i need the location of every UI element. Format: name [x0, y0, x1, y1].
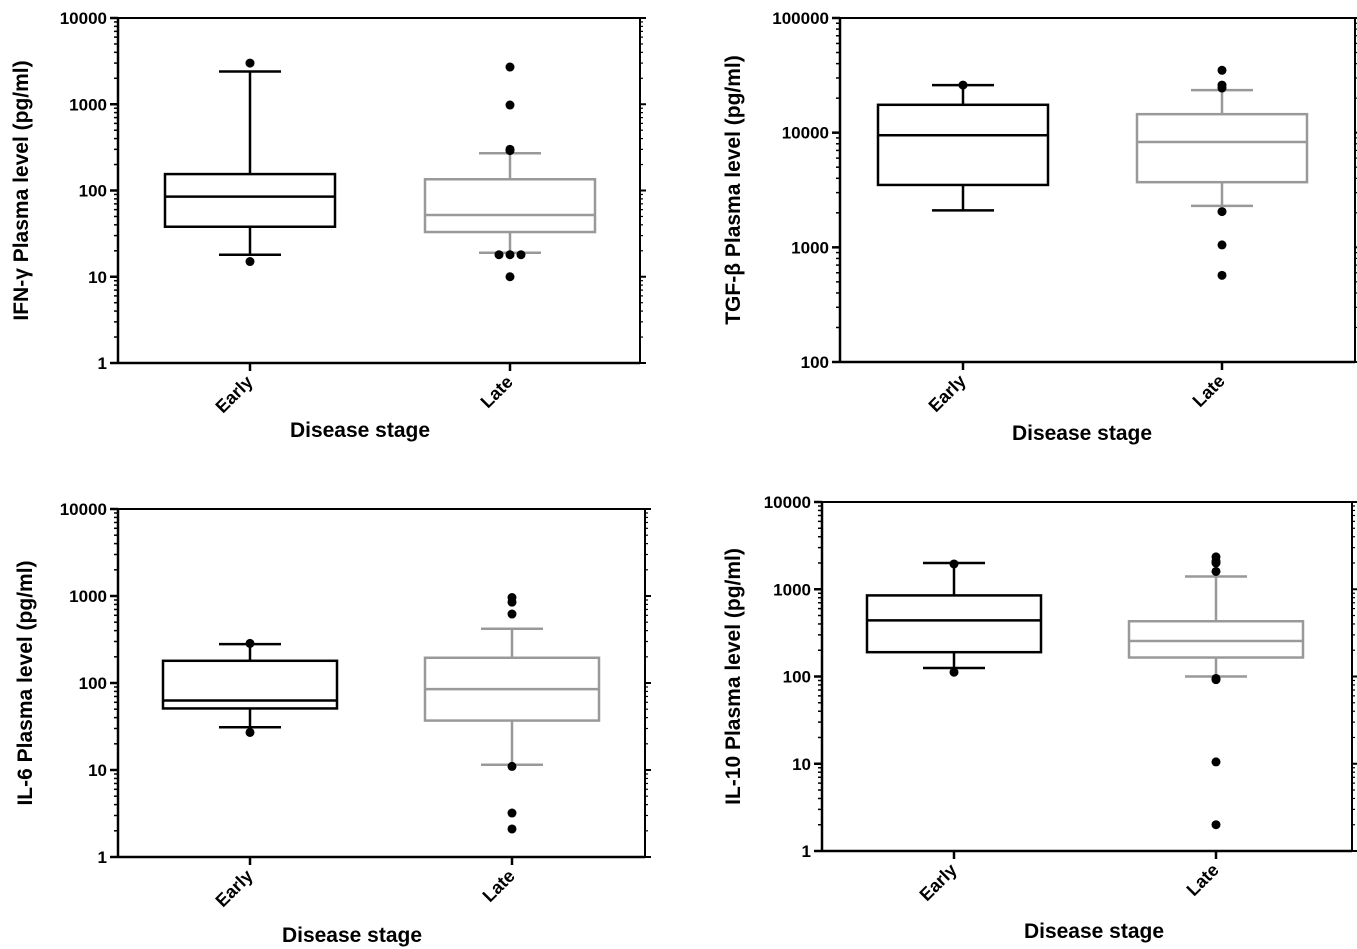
- y-axis-title: IL-6 Plasma level (pg/ml): [14, 560, 37, 805]
- iqr-box: [1135, 112, 1309, 184]
- outlier-point: [1217, 240, 1227, 250]
- y-tick-label: 100: [783, 668, 811, 687]
- outlier-point: [1211, 757, 1221, 767]
- outlier-point: [505, 100, 515, 110]
- outlier-point: [1217, 80, 1227, 90]
- outlier-point: [505, 144, 515, 154]
- box-late: [423, 62, 597, 282]
- iqr-box: [163, 172, 337, 228]
- outlier-point: [949, 559, 959, 569]
- outlier-point: [507, 593, 517, 603]
- x-axis-title: Disease stage: [282, 924, 422, 947]
- outlier-point: [245, 58, 255, 68]
- y-axis-title: IL-10 Plasma level (pg/ml): [722, 548, 745, 805]
- y-tick-label: 10000: [764, 493, 811, 512]
- y-tick-label: 10000: [782, 124, 829, 143]
- y-tick-label: 100: [79, 182, 107, 201]
- panel-tgf-beta: 100 1000 10000 100000 Early Late Disease stage…: [722, 9, 1357, 445]
- outlier-point: [505, 250, 515, 260]
- y-tick-label: 100: [79, 674, 107, 693]
- y-tick-label: 1000: [773, 580, 811, 599]
- panel-il-6: 1 10 100 1000 10000 Early Late Disease stage IL-…: [14, 500, 651, 947]
- outlier-point: [245, 638, 255, 648]
- outlier-point: [507, 808, 517, 818]
- iqr-box: [423, 178, 597, 234]
- outlier-point: [505, 272, 515, 282]
- outlier-point: [1217, 270, 1227, 280]
- outlier-point: [245, 727, 255, 737]
- y-tick-label: 1000: [791, 238, 829, 257]
- x-axis-title: Disease stage: [1024, 920, 1164, 943]
- outlier-point: [245, 257, 255, 267]
- x-category-label: Late: [479, 866, 519, 906]
- box-early: [865, 559, 1043, 677]
- outlier-point: [1217, 65, 1227, 75]
- outlier-point: [1211, 552, 1221, 562]
- y-tick-label: 1: [98, 848, 107, 867]
- x-axis-title: Disease stage: [290, 419, 430, 442]
- y-tick-label: 10: [792, 755, 811, 774]
- outlier-point: [507, 609, 517, 619]
- x-category-label: Early: [212, 866, 257, 911]
- box-early: [876, 80, 1050, 212]
- y-tick-label: 10000: [60, 9, 107, 28]
- y-tick-label: 10000: [60, 500, 107, 519]
- box-early: [163, 58, 337, 267]
- iqr-box: [161, 659, 339, 710]
- y-tick-label: 1000: [69, 95, 107, 114]
- y-tick-label: 100: [801, 353, 829, 372]
- y-tick-label: 10: [88, 268, 107, 287]
- y-tick-label: 100000: [772, 9, 829, 28]
- iqr-box: [876, 103, 1050, 187]
- outlier-point: [1217, 207, 1227, 217]
- outlier-point: [1211, 820, 1221, 830]
- y-tick-label: 1000: [69, 587, 107, 606]
- iqr-box: [1127, 619, 1305, 659]
- outlier-point: [494, 250, 504, 260]
- outlier-point: [507, 824, 517, 834]
- x-axis-title: Disease stage: [1012, 422, 1152, 445]
- x-category-label: Late: [477, 372, 517, 412]
- y-axis-title: IFN-γ Plasma level (pg/ml): [10, 60, 33, 320]
- y-tick-label: 1: [802, 842, 811, 861]
- outlier-point: [505, 62, 515, 72]
- y-axis-title: TGF-β Plasma level (pg/ml): [722, 55, 745, 325]
- iqr-box: [865, 594, 1043, 654]
- y-tick-label: 1: [98, 354, 107, 373]
- box-late: [1127, 552, 1305, 830]
- outlier-point: [507, 761, 517, 771]
- outlier-point: [949, 667, 959, 677]
- outlier-point: [958, 80, 968, 90]
- outlier-point: [1211, 673, 1221, 683]
- x-category-label: Early: [212, 372, 257, 417]
- panel-ifn-gamma: 1 10 100 1000 10000 Early Late Disease stage IFN…: [10, 9, 646, 442]
- outlier-point: [1211, 566, 1221, 576]
- box-early: [161, 638, 339, 737]
- box-late: [1135, 65, 1309, 280]
- x-category-label: Early: [916, 860, 961, 905]
- x-category-label: Late: [1183, 860, 1223, 900]
- box-late: [423, 593, 601, 834]
- outlier-point: [516, 250, 526, 260]
- x-category-label: Early: [925, 371, 970, 416]
- y-tick-label: 10: [88, 761, 107, 780]
- x-category-label: Late: [1189, 371, 1229, 411]
- panel-il-10: 1 10 100 1000 10000 Early Late Disease stage IL-…: [722, 493, 1357, 943]
